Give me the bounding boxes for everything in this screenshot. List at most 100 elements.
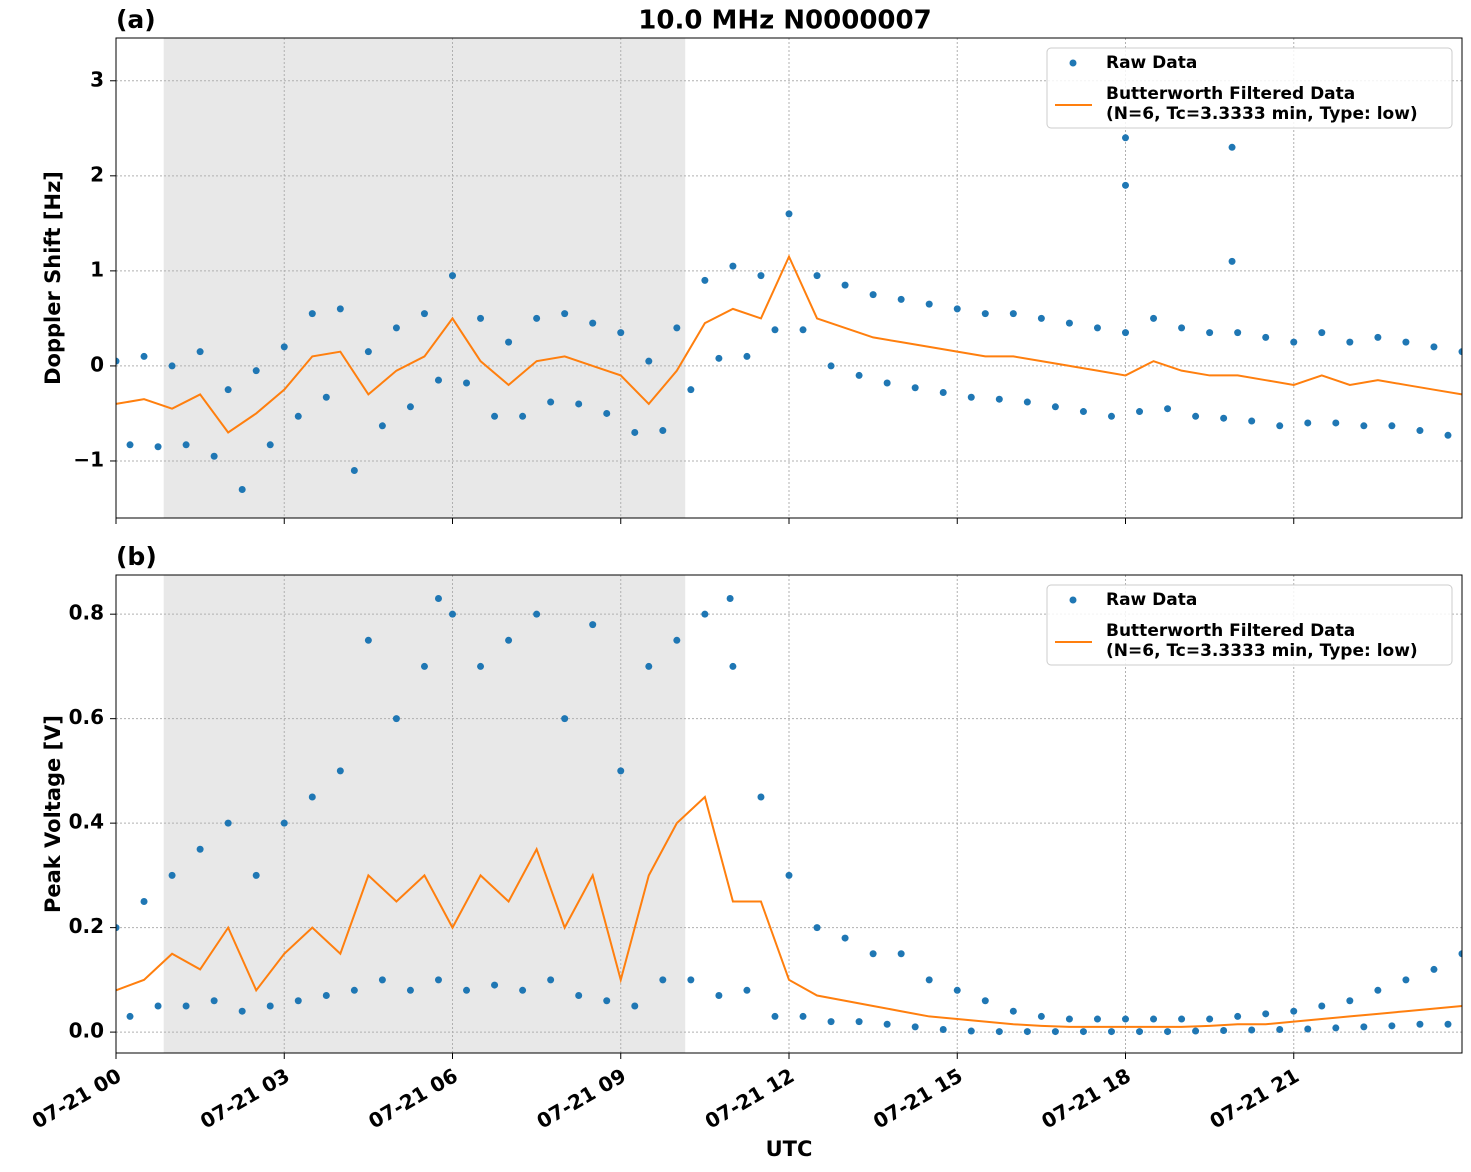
raw-point (1009, 310, 1017, 318)
raw-point (785, 871, 793, 879)
filtered-line (116, 254, 1462, 434)
raw-point (252, 871, 260, 879)
raw-point (897, 950, 905, 958)
raw-point (631, 1002, 639, 1010)
y-tick-label: 2 (90, 162, 104, 186)
raw-point (1332, 1024, 1340, 1032)
raw-point (1458, 950, 1462, 958)
legend-label: Butterworth Filtered Data (1106, 84, 1355, 104)
raw-point (813, 272, 821, 280)
raw-point (1346, 997, 1354, 1005)
y-tick-label: −1 (73, 447, 104, 471)
raw-point (266, 1002, 274, 1010)
raw-point (659, 427, 667, 435)
raw-point (116, 924, 120, 932)
raw-point (505, 338, 513, 346)
raw-point (280, 343, 288, 351)
raw-point (687, 386, 695, 394)
raw-point (827, 362, 835, 370)
raw-point (1430, 343, 1438, 351)
raw-point (911, 1023, 919, 1031)
raw-point (1276, 422, 1284, 430)
raw-point (238, 1007, 246, 1015)
raw-point (350, 986, 358, 994)
raw-point (491, 981, 499, 989)
raw-point (743, 986, 751, 994)
y-tick-label: 0.2 (69, 914, 104, 938)
raw-point (911, 384, 919, 392)
raw-point (116, 357, 120, 365)
raw-point (981, 310, 989, 318)
raw-point (757, 272, 765, 280)
raw-point (729, 662, 737, 670)
plot-area (116, 595, 1462, 1036)
raw-point (126, 1012, 134, 1020)
raw-point (1248, 417, 1256, 425)
raw-point (1164, 1028, 1172, 1036)
raw-point (1093, 1015, 1101, 1023)
raw-point (1150, 1015, 1158, 1023)
raw-point (547, 398, 555, 406)
raw-point (1234, 1012, 1242, 1020)
raw-point (603, 409, 611, 417)
raw-point (673, 324, 681, 332)
raw-point (182, 441, 190, 449)
raw-point (505, 636, 513, 644)
raw-point (308, 793, 316, 801)
raw-point (729, 262, 737, 270)
y-tick-label: 0 (90, 352, 104, 376)
raw-point (1206, 329, 1214, 337)
y-tick-label: 0.0 (69, 1019, 104, 1043)
raw-point (995, 395, 1003, 403)
raw-point (1234, 329, 1242, 337)
raw-point (645, 357, 653, 365)
raw-point (575, 400, 583, 408)
raw-point (967, 1027, 975, 1035)
raw-point (1107, 1028, 1115, 1036)
raw-point (1122, 134, 1129, 142)
raw-point (1248, 1026, 1256, 1034)
raw-point (967, 393, 975, 401)
raw-point (434, 595, 442, 603)
y-tick-label: 0.6 (69, 705, 104, 729)
raw-point (1304, 1025, 1312, 1033)
raw-point (1276, 1025, 1284, 1033)
night-shade (163, 38, 686, 518)
raw-point (378, 976, 386, 984)
y-tick-label: 0.4 (69, 810, 104, 834)
raw-point (463, 379, 471, 387)
raw-point (771, 1012, 779, 1020)
raw-point (1416, 1020, 1424, 1028)
raw-point (631, 428, 639, 436)
raw-point (210, 452, 218, 460)
raw-point (701, 610, 709, 618)
raw-point (350, 466, 358, 474)
raw-point (726, 595, 734, 603)
raw-point (1206, 1015, 1214, 1023)
raw-point (420, 662, 428, 670)
legend-label: Raw Data (1106, 53, 1197, 73)
raw-point (547, 976, 555, 984)
raw-point (238, 485, 246, 493)
raw-point (953, 986, 961, 994)
raw-point (1458, 348, 1462, 356)
raw-point (617, 329, 625, 337)
raw-point (981, 997, 989, 1005)
axes-frame (115, 574, 1463, 1054)
raw-point (1262, 1010, 1270, 1018)
raw-point (799, 326, 807, 334)
raw-point (1346, 338, 1354, 346)
raw-point (1290, 1007, 1298, 1015)
raw-point (715, 992, 723, 1000)
raw-point (322, 393, 330, 401)
raw-point (561, 310, 569, 318)
raw-point (294, 412, 302, 420)
raw-point (799, 1012, 807, 1020)
raw-point (434, 376, 442, 384)
legend-note: (N=6, Tc=3.3333 min, Type: low) (1106, 104, 1418, 124)
raw-point (883, 379, 891, 387)
raw-point (575, 992, 583, 1000)
plot-area (116, 134, 1462, 493)
raw-point (995, 1028, 1003, 1036)
raw-point (1228, 143, 1236, 151)
